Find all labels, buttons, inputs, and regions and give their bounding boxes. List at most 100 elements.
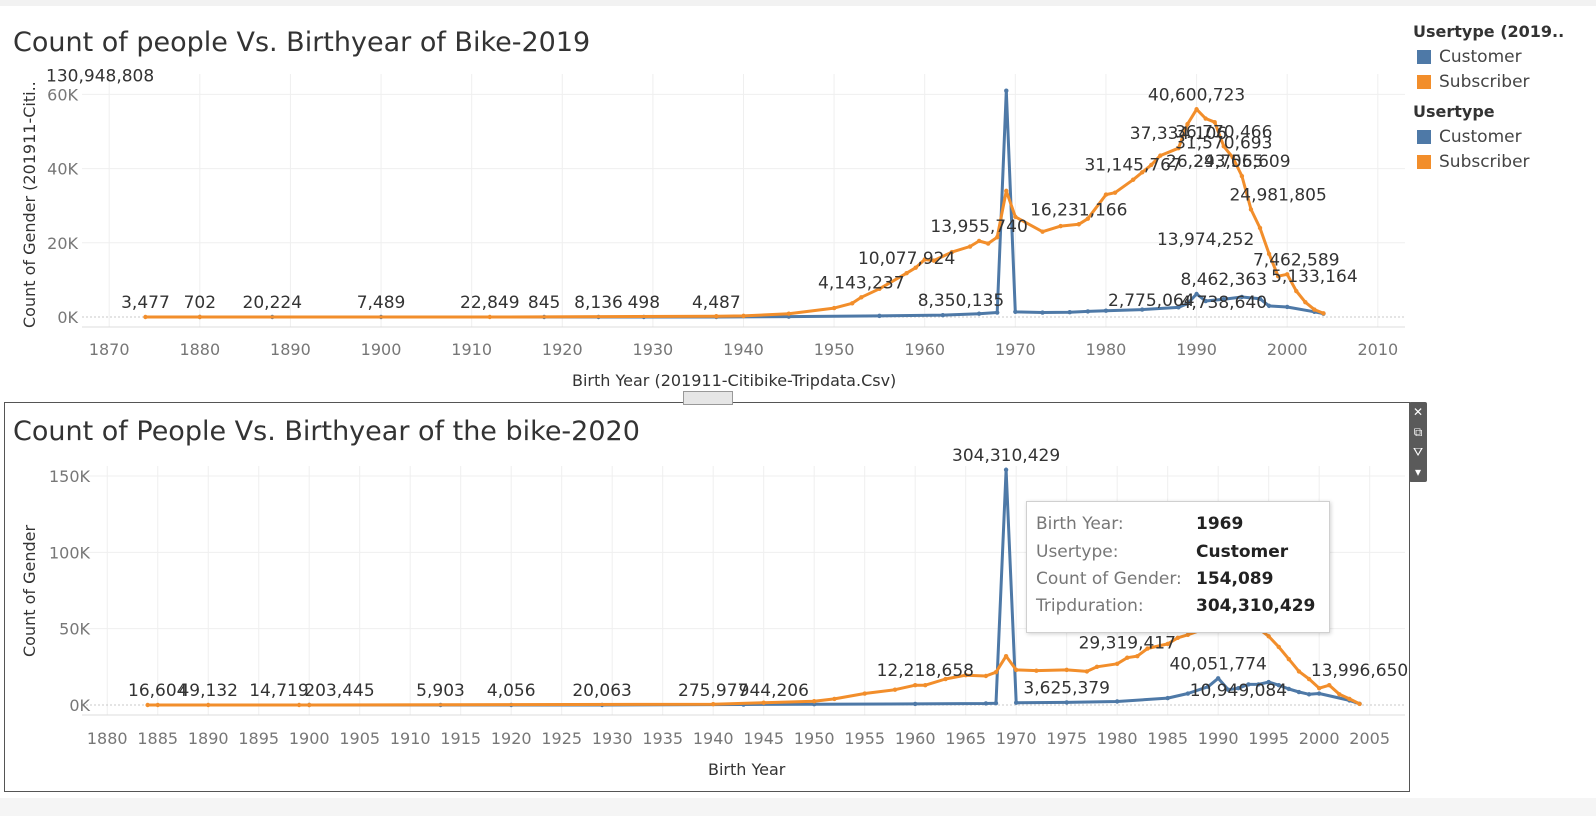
data-label: 10,077,924	[858, 249, 955, 269]
data-point-subscriber	[1130, 177, 1136, 182]
data-label: 5,133,164	[1271, 267, 1358, 287]
data-point-subscriber	[983, 673, 989, 679]
data-point-subscriber	[1013, 667, 1019, 673]
data-label: 845	[528, 293, 560, 313]
data-point-subscriber	[307, 702, 312, 708]
data-point-subscriber	[761, 700, 766, 705]
legend-item-subscriber[interactable]: Subscriber	[1413, 149, 1596, 174]
data-point-subscriber	[1327, 682, 1332, 688]
close-icon[interactable]: ✕	[1412, 405, 1424, 419]
data-point-subscriber	[976, 238, 982, 244]
data-point-customer	[1004, 88, 1009, 93]
resize-handle[interactable]	[683, 391, 733, 405]
data-label: 31,570,693	[1175, 133, 1272, 153]
data-point-subscriber	[1149, 162, 1154, 168]
data-point-subscriber	[1239, 173, 1245, 179]
x-tick-label: 1885	[137, 729, 178, 748]
data-point-subscriber	[1312, 307, 1317, 312]
data-point-customer	[1194, 291, 1199, 297]
data-label: 31,145,767	[1084, 156, 1181, 176]
x-tick-label: 1960	[904, 340, 945, 359]
tooltip-row: Birth Year: 1969	[1036, 514, 1244, 534]
data-point-subscriber	[1176, 146, 1181, 151]
data-point-customer	[1140, 307, 1145, 312]
data-point-customer	[1185, 301, 1190, 306]
data-label: 498	[628, 293, 660, 313]
y-tick-label: 150K	[49, 467, 91, 486]
data-point-subscriber	[145, 702, 150, 708]
data-label: 4,487	[692, 293, 741, 313]
data-label: 275,977	[678, 681, 748, 701]
data-point-customer	[1246, 682, 1251, 687]
x-tick-label: 1980	[1086, 340, 1127, 359]
x-tick-label: 1920	[491, 729, 532, 748]
data-label: 40,600,723	[1148, 85, 1245, 105]
data-label: 10,949,084	[1190, 681, 1287, 701]
data-label: 7,462,589	[1253, 250, 1340, 270]
data-point-subscriber	[1094, 664, 1100, 670]
data-point-subscriber	[904, 271, 909, 276]
data-point-subscriber	[1085, 216, 1091, 221]
data-point-subscriber	[155, 702, 160, 708]
data-point-customer	[1203, 298, 1208, 304]
data-point-subscriber	[1103, 192, 1109, 197]
data-point-subscriber	[1040, 229, 1045, 234]
data-point-customer	[1176, 305, 1181, 310]
data-point-customer	[877, 313, 882, 319]
data-label: 203,445	[304, 681, 374, 701]
legend-swatch	[1417, 154, 1431, 169]
x-tick-label: 1925	[541, 729, 582, 748]
x-tick-label: 1980	[1097, 729, 1138, 748]
data-point-subscriber	[1276, 644, 1281, 650]
legend-item-customer[interactable]: Customer	[1413, 44, 1596, 69]
data-point-customer	[1085, 309, 1091, 314]
data-point-subscriber	[1221, 144, 1226, 149]
data-point-subscriber	[296, 702, 302, 708]
data-point-subscriber	[1296, 669, 1302, 674]
data-label: 16,604	[128, 681, 187, 701]
x-tick-label: 1915	[440, 729, 481, 748]
data-point-subscriber	[1306, 676, 1312, 682]
legend-item-subscriber[interactable]: Subscriber	[1413, 69, 1596, 94]
data-point-subscriber	[1257, 225, 1263, 231]
top-bar	[0, 0, 1596, 6]
data-point-subscriber	[1125, 655, 1130, 660]
x-tick-label: 1985	[1147, 729, 1188, 748]
pop-out-icon[interactable]: ⧉	[1413, 425, 1423, 439]
x-axis-label-2019: Birth Year (201911-Citibike-Tripdata.Csv…	[572, 371, 897, 390]
x-tick-label: 1965	[945, 729, 986, 748]
x-tick-label: 1910	[451, 340, 492, 359]
data-point-subscriber	[711, 702, 716, 707]
data-point-subscriber	[1158, 153, 1163, 158]
data-point-subscriber	[1185, 121, 1190, 127]
data-point-subscriber	[1112, 190, 1118, 195]
x-tick-label: 1960	[895, 729, 936, 748]
data-point-subscriber	[206, 702, 211, 708]
data-point-subscriber	[913, 265, 918, 270]
chevron-down-icon[interactable]: ▾	[1414, 465, 1422, 479]
data-point-subscriber	[985, 241, 991, 246]
data-label: 26,243,065	[1166, 152, 1263, 172]
x-tick-label: 1930	[633, 340, 674, 359]
data-point-subscriber	[1266, 251, 1272, 257]
data-label: 37,334,106	[1130, 124, 1227, 144]
data-label: 702	[184, 293, 216, 313]
data-point-subscriber	[850, 301, 855, 306]
data-label: 22,849	[460, 293, 519, 313]
data-point-customer	[1165, 695, 1170, 701]
bottom-bar	[0, 798, 1596, 816]
data-point-subscriber	[923, 682, 928, 688]
data-point-subscriber	[912, 682, 918, 688]
data-point-subscriber	[877, 286, 882, 292]
x-tick-label: 1900	[361, 340, 402, 359]
filter-icon[interactable]: ⛛	[1412, 445, 1424, 459]
data-point-subscriber	[1266, 634, 1271, 639]
data-point-subscriber	[197, 314, 203, 320]
data-point-subscriber	[1004, 188, 1009, 194]
legend-item-customer[interactable]: Customer	[1413, 124, 1596, 149]
y-tick-label: 20K	[47, 234, 78, 253]
plot-2019[interactable]: 1870 1880 1890 1900 1910 1920 1930 1940 1950 1960…	[0, 0, 1596, 400]
data-point-subscriber	[1194, 107, 1199, 112]
data-point-subscriber	[811, 698, 817, 704]
